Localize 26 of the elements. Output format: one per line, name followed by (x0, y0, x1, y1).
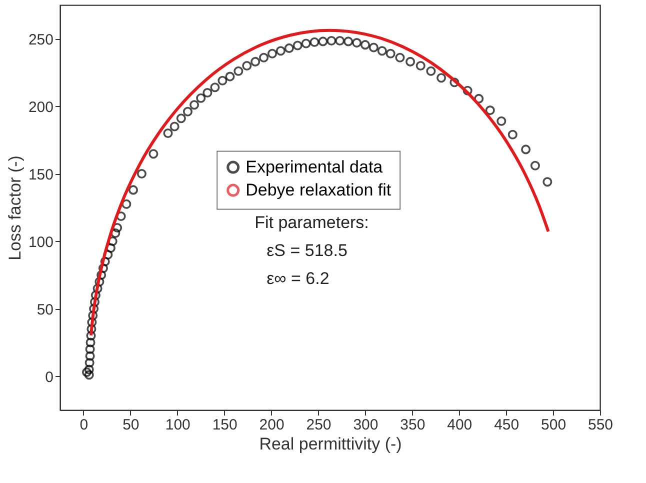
y-tick-label: 50 (36, 301, 54, 318)
x-tick-label: 200 (259, 416, 284, 434)
y-tick-label: 200 (28, 98, 54, 116)
x-axis-title: Real permittivity (-) (259, 434, 402, 454)
annotation: ε∞ = 6.2 (266, 268, 330, 288)
annotation: εS = 518.5 (266, 240, 348, 260)
legend-label: Debye relaxation fit (246, 180, 392, 200)
annotation: Fit parameters: (254, 212, 369, 232)
x-tick-label: 500 (541, 416, 566, 434)
y-tick-label: 250 (28, 31, 54, 48)
x-tick-label: 150 (212, 416, 238, 434)
y-axis-title: Loss factor (-) (5, 156, 24, 260)
line-series (89, 28, 550, 337)
x-tick-label: 450 (494, 416, 520, 434)
x-tick-label: 550 (588, 416, 614, 434)
x-tick-label: 400 (447, 416, 472, 434)
x-tick-label: 0 (80, 416, 88, 434)
y-tick-label: 0 (45, 368, 54, 386)
x-tick-label: 250 (306, 416, 332, 434)
x-tick-label: 350 (400, 416, 426, 434)
x-tick-label: 300 (353, 416, 378, 434)
x-tick-label: 50 (122, 416, 140, 434)
y-tick-label: 150 (28, 166, 54, 184)
legend-label: Experimental data (246, 157, 384, 176)
y-tick-label: 100 (28, 234, 54, 251)
x-tick-label: 100 (165, 416, 190, 434)
